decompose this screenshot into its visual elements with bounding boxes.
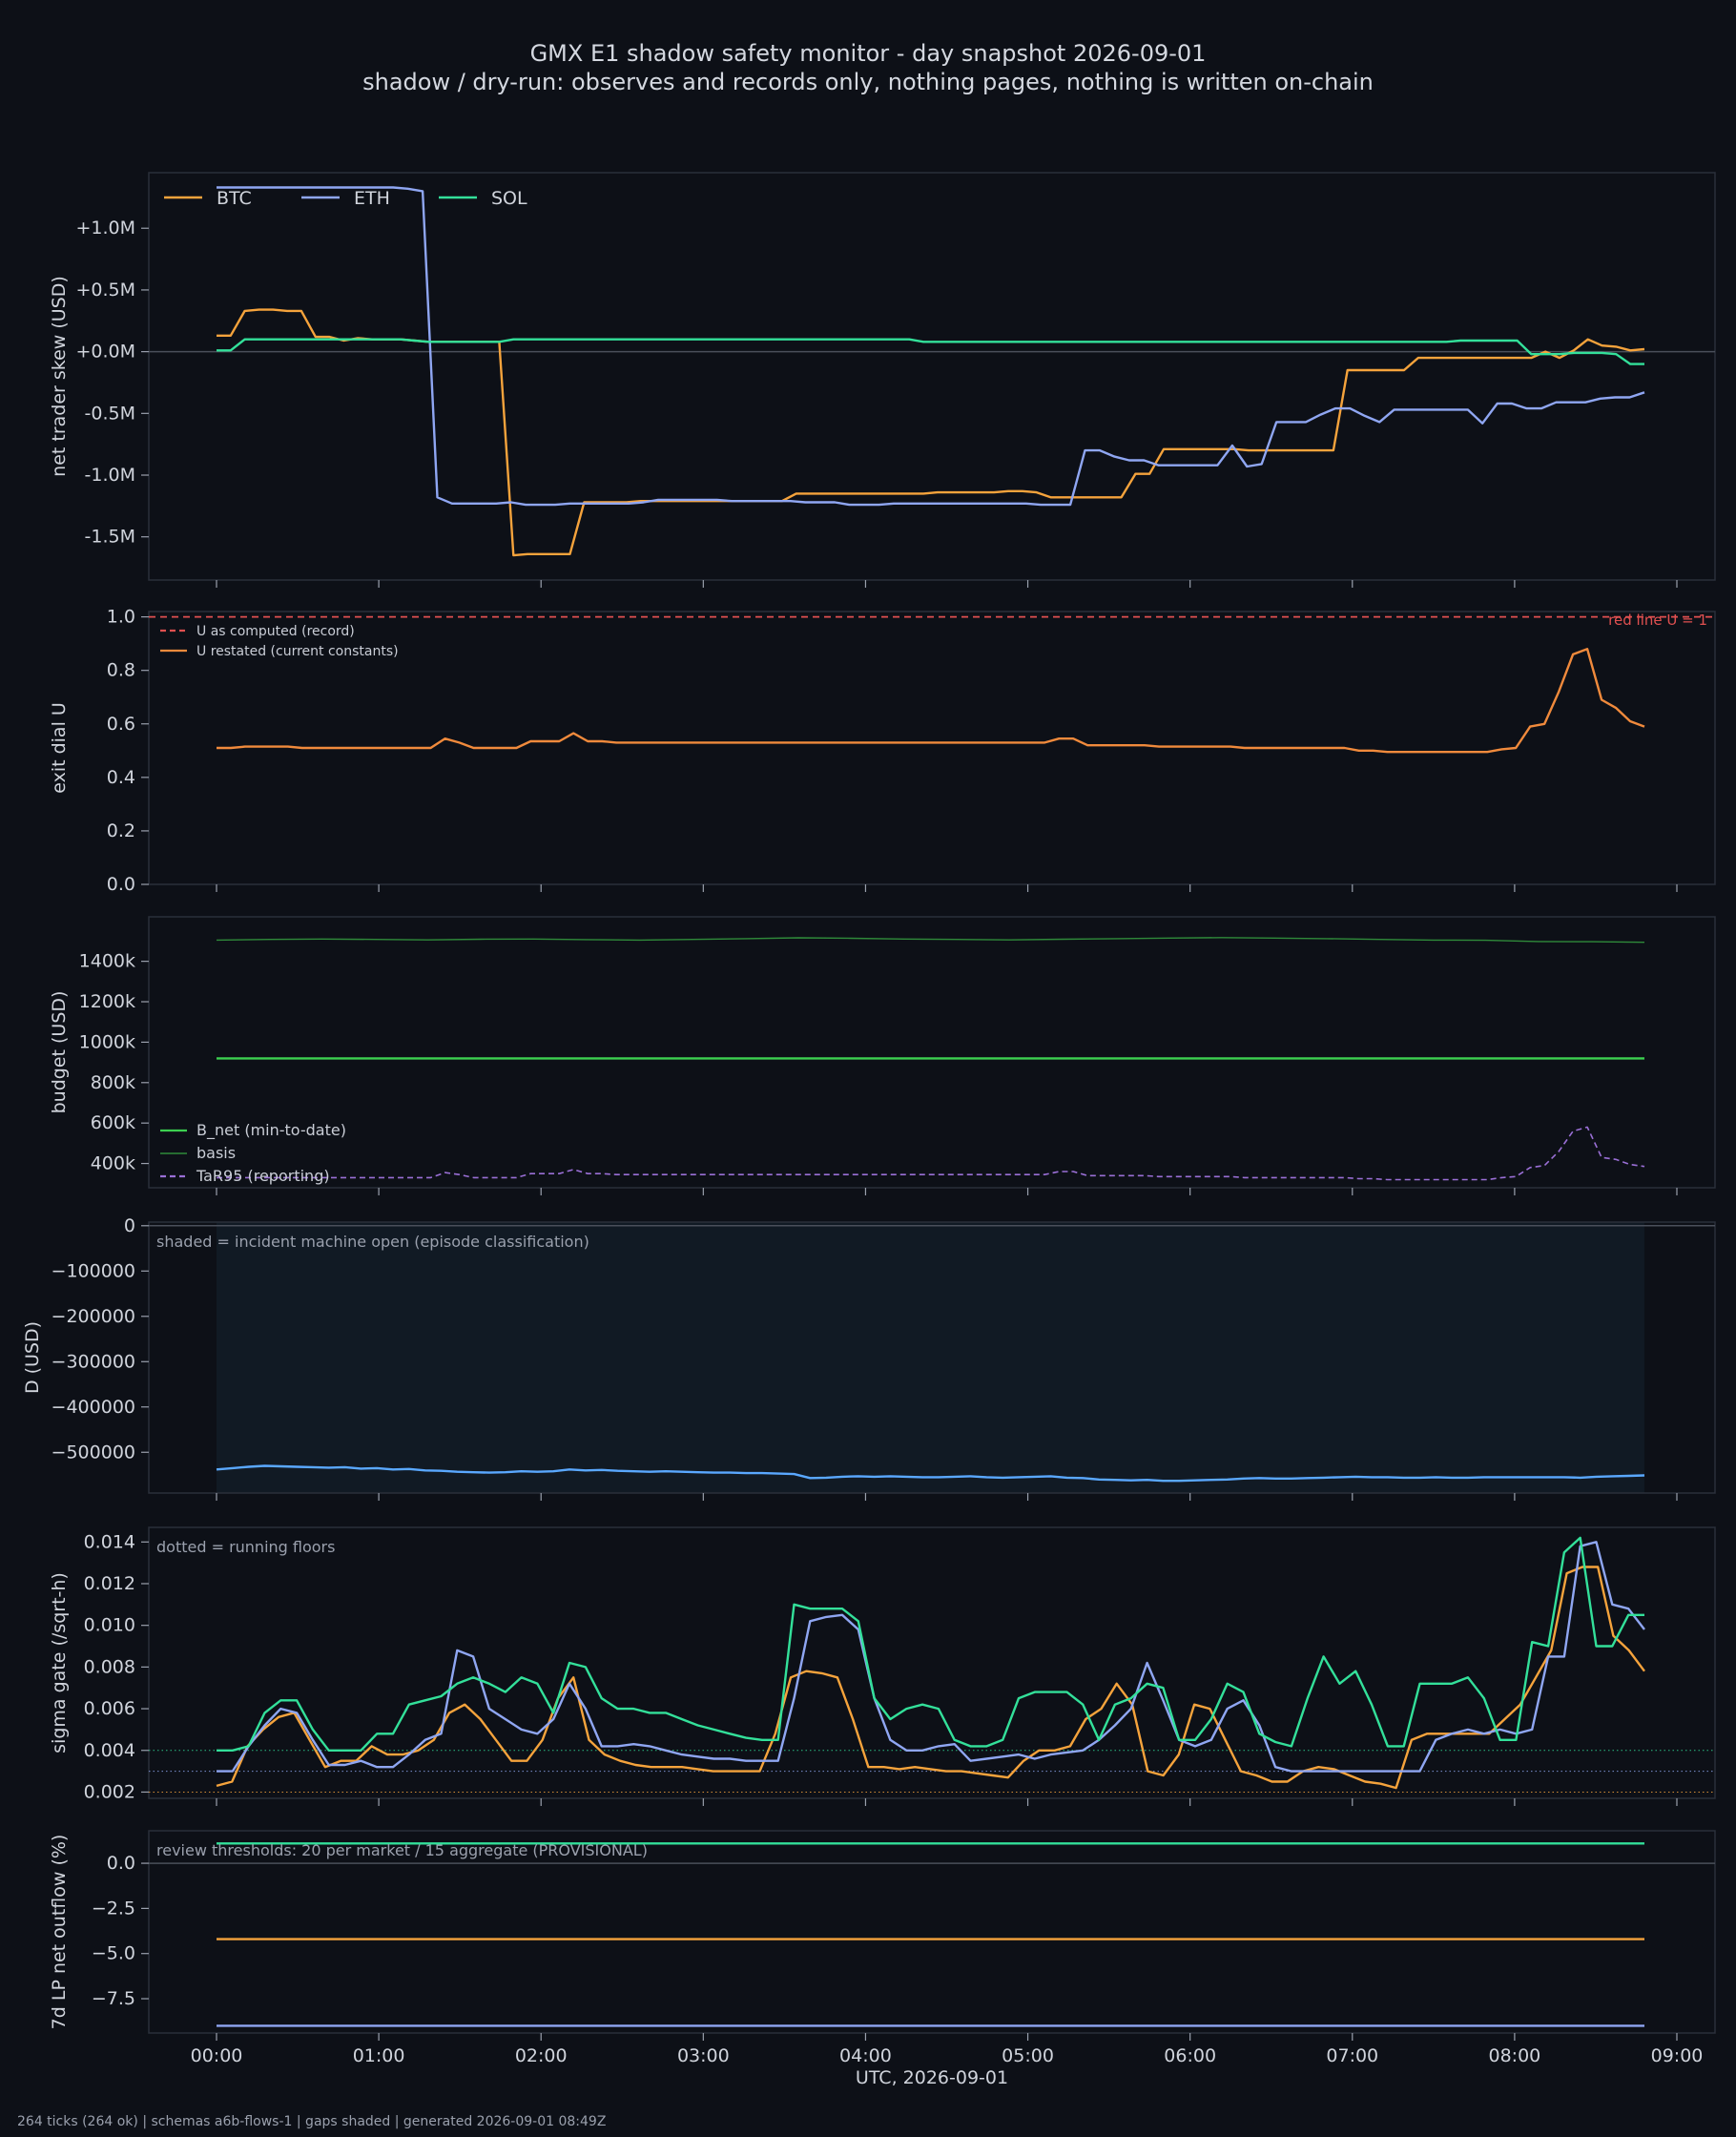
legend-label-basis: basis — [196, 1144, 236, 1162]
legend: U as computed (record) U restated (curren… — [160, 624, 399, 659]
y-tick-label: −300000 — [52, 1351, 135, 1372]
y-tick-label: 0.014 — [84, 1531, 135, 1552]
x-tick-label: 05:00 — [1002, 2045, 1054, 2066]
y-tick-label: -1.0M — [85, 465, 135, 486]
annotation: shaded = incident machine open (episode … — [156, 1233, 589, 1251]
y-tick-label: 1000k — [79, 1031, 135, 1052]
x-tick-label: 09:00 — [1651, 2045, 1704, 2066]
panel-3: 1400k 1200k 1000k 800k 600k 400k budget (USD) B… — [49, 916, 1716, 1195]
panel-frame — [148, 1221, 1716, 1494]
x-tick-label: 06:00 — [1164, 2045, 1216, 2066]
annotation: review thresholds: 20 per market / 15 ag… — [156, 1841, 648, 1859]
series-line-tar95 — [217, 1126, 1645, 1181]
legend-label-u_record: U as computed (record) — [196, 624, 355, 639]
panel-frame — [148, 611, 1716, 885]
panel-6: 0.0 −2.5 −5.0 −7.5 00:00 01:00 02:00 03:00 04:00… — [49, 1830, 1716, 2066]
x-tick-label: 08:00 — [1489, 2045, 1541, 2066]
y-tick-label: -1.5M — [85, 527, 135, 548]
panel-frame — [148, 1830, 1716, 2034]
y-tick-label: 1400k — [79, 951, 135, 972]
panel-4: 0 −100000 −200000 −300000 −400000 −500000 D (U… — [22, 1215, 1716, 1501]
y-tick-label: −5.0 — [92, 1943, 135, 1964]
x-tick-label: 03:00 — [677, 2045, 730, 2066]
y-axis-label: D (USD) — [22, 1321, 43, 1394]
series-line-sol — [217, 1536, 1644, 1753]
y-tick-label: 0.006 — [84, 1698, 135, 1719]
y-tick-label: −100000 — [52, 1260, 135, 1281]
y-tick-label: +1.0M — [75, 218, 135, 239]
y-tick-label: 0.008 — [84, 1656, 135, 1677]
series-line-btc — [216, 1566, 1645, 1790]
x-tick-label: 02:00 — [515, 2045, 568, 2066]
y-axis-label: budget (USD) — [49, 991, 70, 1114]
series-line-sol — [217, 338, 1644, 365]
panel-2: 1.0 0.8 0.6 0.4 0.2 0.0 exit dial U red line U … — [49, 607, 1716, 895]
series-line-basis — [216, 937, 1645, 944]
y-axis-label: exit dial U — [49, 702, 70, 794]
x-tick-label: 00:00 — [191, 2045, 243, 2066]
y-axis-label: 7d LP net outflow (%) — [49, 1835, 70, 2030]
y-tick-label: 400k — [91, 1153, 135, 1174]
series-line-eth — [217, 186, 1645, 507]
shaded-region — [217, 1222, 1644, 1493]
panel-frame — [148, 916, 1716, 1189]
panel-1: +1.0M +0.5M +0.0M -0.5M -1.0M -1.5M net trader… — [49, 172, 1716, 588]
series-line-eth — [217, 1541, 1645, 1773]
series-line-d — [216, 1464, 1645, 1483]
y-tick-label: 0.8 — [107, 660, 135, 681]
series-line-u_restated — [217, 648, 1645, 754]
y-tick-label: −400000 — [52, 1397, 135, 1418]
chart-subtitle: shadow / dry-run: observes and records o… — [362, 69, 1374, 95]
y-tick-label: 800k — [91, 1072, 135, 1093]
legend-label-u_restated: U restated (current constants) — [196, 644, 399, 659]
chart-title: GMX E1 shadow safety monitor - day snaps… — [529, 40, 1207, 67]
y-tick-label: 0.0 — [107, 874, 135, 895]
panel-frame — [148, 172, 1716, 581]
y-tick-label: −2.5 — [92, 1898, 135, 1919]
y-tick-label: 600k — [91, 1112, 135, 1133]
legend-label-btc: BTC — [217, 188, 252, 209]
y-tick-label: -0.5M — [85, 403, 135, 424]
y-tick-label: −7.5 — [92, 1988, 135, 2009]
x-tick-label: 04:00 — [839, 2045, 892, 2066]
y-tick-label: 0 — [124, 1215, 135, 1236]
y-tick-label: −200000 — [52, 1306, 135, 1327]
y-tick-label: 0.004 — [84, 1740, 135, 1761]
footer-status: 264 ticks (264 ok) | schemas a6b-flows-1… — [17, 2114, 607, 2129]
y-tick-label: 0.0 — [107, 1853, 135, 1874]
x-tick-label: 01:00 — [353, 2045, 405, 2066]
y-axis-label: net trader skew (USD) — [49, 276, 70, 477]
y-tick-label: 0.012 — [84, 1573, 135, 1594]
y-tick-label: 0.6 — [107, 714, 135, 735]
y-tick-label: −500000 — [52, 1442, 135, 1463]
legend-label-tar95: TaR95 (reporting) — [196, 1167, 330, 1185]
legend-label-eth: ETH — [354, 188, 390, 209]
panel-5: 0.014 0.012 0.010 0.008 0.006 0.004 0.002 sigma… — [49, 1526, 1716, 1806]
y-tick-label: 1.0 — [107, 607, 135, 628]
annotation: red line U = 1 — [1608, 612, 1707, 629]
y-tick-label: 1200k — [79, 991, 135, 1012]
x-axis-label: UTC, 2026-09-01 — [856, 2067, 1008, 2088]
legend-label-b_net: B_net (min-to-date) — [196, 1121, 346, 1140]
y-axis-label: sigma gate (/sqrt-h) — [49, 1572, 70, 1753]
legend-label-sol: SOL — [491, 188, 527, 209]
x-tick-label: 07:00 — [1326, 2045, 1378, 2066]
y-tick-label: 0.010 — [84, 1615, 135, 1636]
y-tick-label: 0.002 — [84, 1781, 135, 1802]
y-tick-label: 0.4 — [107, 767, 135, 788]
y-tick-label: 0.2 — [107, 820, 135, 841]
annotation: dotted = running floors — [156, 1538, 335, 1556]
y-tick-label: +0.5M — [75, 280, 135, 301]
panel-frame — [148, 1526, 1716, 1799]
y-tick-label: +0.0M — [75, 342, 135, 363]
legend: B_net (min-to-date) basis TaR95 (reporting… — [160, 1121, 346, 1185]
legend: BTC ETH SOL — [164, 188, 527, 209]
